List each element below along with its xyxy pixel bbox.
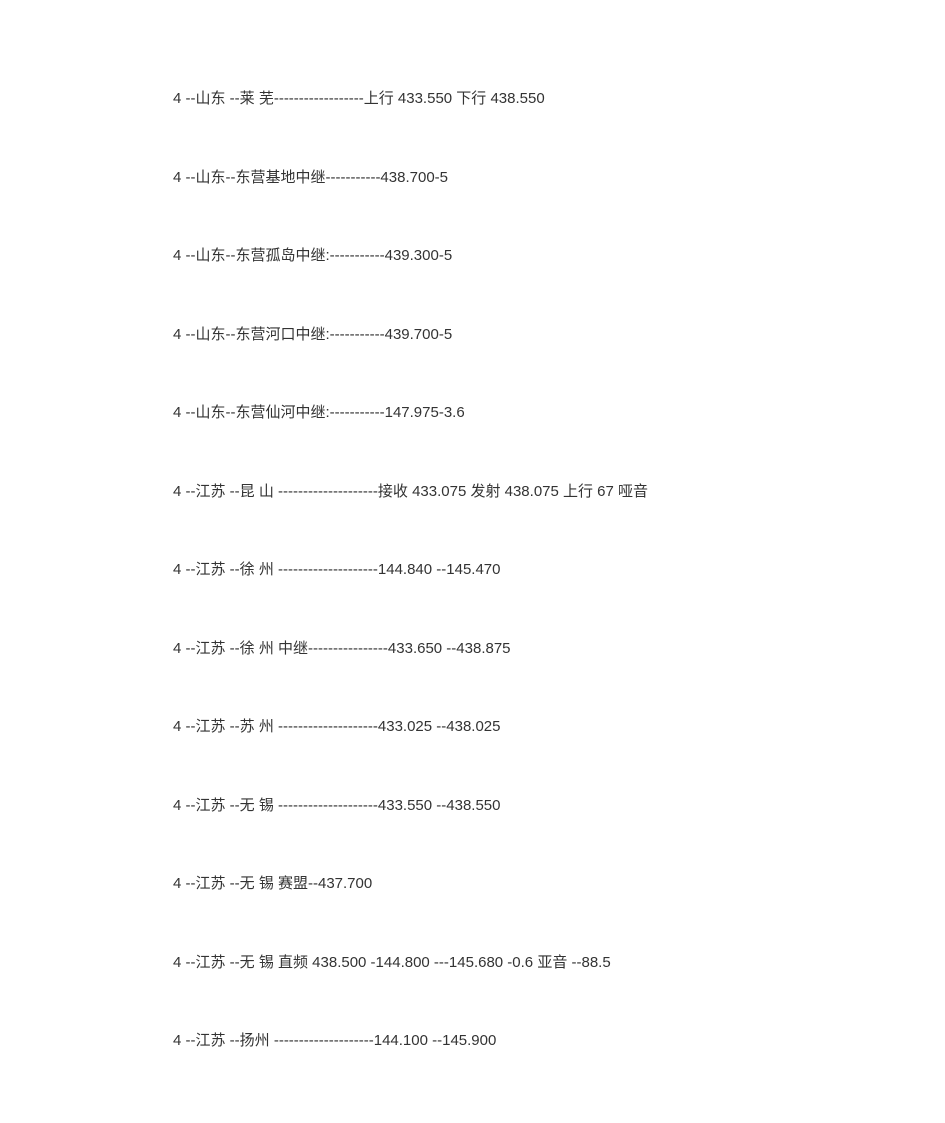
frequency-row-5: 4 --江苏 --昆 山 --------------------接收 433.…	[173, 481, 945, 504]
frequency-row-7: 4 --江苏 --徐 州 中继----------------433.650 -…	[173, 638, 945, 661]
frequency-row-4: 4 --山东--东营仙河中继:-----------147.975-3.6	[173, 402, 945, 425]
frequency-row-0: 4 --山东 --莱 芜------------------上行 433.550…	[173, 88, 945, 111]
frequency-row-11: 4 --江苏 --无 锡 直频 438.500 -144.800 ---145.…	[173, 952, 945, 975]
frequency-row-3: 4 --山东--东营河口中继:-----------439.700-5	[173, 324, 945, 347]
frequency-row-2: 4 --山东--东营孤岛中继:-----------439.300-5	[173, 245, 945, 268]
frequency-row-9: 4 --江苏 --无 锡 --------------------433.550…	[173, 795, 945, 818]
frequency-row-10: 4 --江苏 --无 锡 赛盟--437.700	[173, 873, 945, 896]
frequency-row-1: 4 --山东--东营基地中继-----------438.700-5	[173, 167, 945, 190]
frequency-row-8: 4 --江苏 --苏 州 --------------------433.025…	[173, 716, 945, 739]
frequency-row-6: 4 --江苏 --徐 州 --------------------144.840…	[173, 559, 945, 582]
frequency-row-12: 4 --江苏 --扬州 --------------------144.100 …	[173, 1030, 945, 1053]
